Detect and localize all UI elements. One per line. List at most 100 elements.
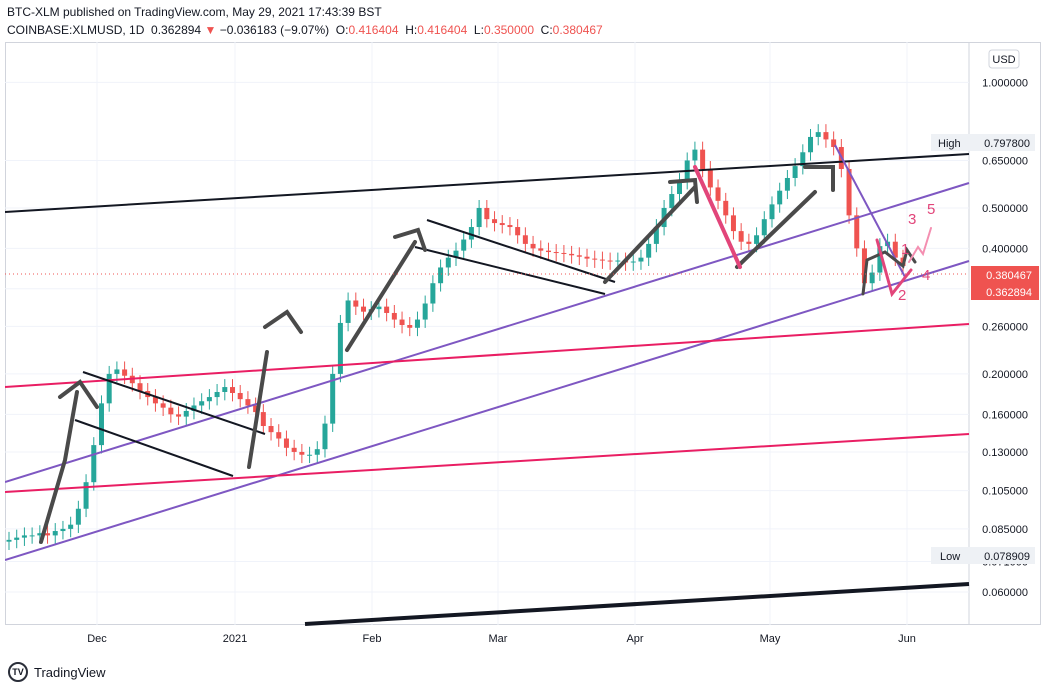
candle-body bbox=[222, 387, 228, 392]
candle-body bbox=[653, 227, 659, 244]
candle-body bbox=[438, 267, 444, 284]
arrow-2-head bbox=[263, 309, 303, 334]
arrow-3-head bbox=[393, 227, 427, 252]
candle-body bbox=[476, 207, 482, 228]
price-axis[interactable]: 1.0000000.6500000.5000000.4000000.320000… bbox=[982, 77, 1028, 599]
candle-body bbox=[599, 259, 605, 261]
candle-body bbox=[407, 325, 413, 328]
last-price: 0.362894 bbox=[151, 23, 202, 37]
high-label-text: High bbox=[938, 138, 961, 150]
candle-body bbox=[176, 414, 182, 417]
low-label: L: bbox=[473, 23, 484, 37]
candle-body bbox=[291, 447, 297, 452]
symbol-label[interactable]: COINBASE:XLMUSD, 1D bbox=[7, 23, 145, 37]
upper-black-trendline bbox=[4, 153, 970, 213]
candle-body bbox=[384, 306, 390, 313]
close-label: C: bbox=[540, 23, 553, 37]
x-tick-label: 2021 bbox=[223, 633, 247, 645]
candle-body bbox=[815, 132, 821, 137]
candle-body bbox=[299, 451, 305, 455]
last-price-tag-2-text: 0.362894 bbox=[986, 287, 1032, 299]
purple-descending-line bbox=[834, 144, 906, 278]
y-tick-label: 0.650000 bbox=[982, 155, 1028, 167]
candle-body bbox=[322, 423, 328, 450]
candle-body bbox=[484, 207, 490, 220]
wave-black bbox=[861, 246, 917, 296]
arrow-4 bbox=[603, 185, 697, 284]
channel-bottom-line bbox=[414, 246, 606, 295]
low-value: 0.350000 bbox=[483, 23, 534, 37]
candle-body bbox=[646, 243, 652, 258]
y-tick-label: 0.130000 bbox=[982, 447, 1028, 459]
candle-body bbox=[391, 312, 397, 320]
y-tick-label: 1.000000 bbox=[982, 77, 1028, 89]
candle-body bbox=[283, 438, 289, 448]
y-tick-label: 0.260000 bbox=[982, 321, 1028, 333]
candle-body bbox=[715, 187, 721, 201]
candle-body bbox=[337, 322, 343, 374]
candle-body bbox=[692, 149, 698, 161]
candle-body bbox=[361, 306, 367, 312]
footer: TV TradingView bbox=[8, 662, 106, 682]
candle-body bbox=[808, 136, 814, 153]
high-value-text: 0.797800 bbox=[984, 138, 1030, 150]
candle-body bbox=[507, 225, 513, 228]
chart-frame[interactable]: 1 2 3 4 5 1.000000 0.650000 0.500000 0.4000… bbox=[4, 42, 1041, 682]
purple-channel-upper bbox=[4, 182, 970, 483]
wave-pink-projection bbox=[908, 227, 932, 263]
candle-body bbox=[553, 252, 559, 254]
close-value: 0.380467 bbox=[552, 23, 603, 37]
last-price-tag-2: 0.362894 bbox=[971, 283, 1039, 300]
candle-body bbox=[669, 194, 675, 208]
candle-body bbox=[91, 445, 97, 483]
candle-body bbox=[723, 200, 729, 216]
low-label-text: Low bbox=[940, 551, 960, 563]
x-tick-label: Mar bbox=[489, 633, 508, 645]
candle-body bbox=[792, 166, 798, 178]
candle-body bbox=[399, 319, 405, 326]
candle-body bbox=[784, 177, 790, 191]
candle-body bbox=[492, 219, 498, 224]
pink-drop-1 bbox=[693, 165, 742, 269]
candle-body bbox=[538, 248, 544, 251]
candle-body bbox=[245, 399, 251, 406]
candle-body bbox=[106, 373, 112, 404]
currency-button[interactable]: USD bbox=[988, 49, 1020, 69]
candle-body bbox=[21, 535, 27, 538]
candle-body bbox=[846, 168, 852, 216]
currency-label: USD bbox=[992, 54, 1015, 66]
candles-layer bbox=[6, 124, 906, 551]
purple-channel-lower bbox=[4, 260, 970, 561]
candle-body bbox=[75, 508, 81, 525]
candle-body bbox=[738, 231, 744, 242]
candle-body bbox=[422, 303, 428, 320]
price-chart[interactable]: 1 2 3 4 5 1.000000 0.650000 0.500000 0.4000… bbox=[4, 42, 1041, 662]
candle-body bbox=[314, 449, 320, 455]
x-tick-label: Apr bbox=[626, 633, 643, 645]
candle-body bbox=[152, 397, 158, 404]
candle-body bbox=[892, 241, 898, 258]
brand-label: TradingView bbox=[34, 664, 106, 680]
candle-body bbox=[592, 258, 598, 260]
last-price-tag-1: 0.380467 bbox=[971, 266, 1039, 283]
candle-body bbox=[584, 256, 590, 259]
candle-body bbox=[823, 132, 829, 140]
y-tick-label: 0.200000 bbox=[982, 369, 1028, 381]
candle-body bbox=[677, 181, 682, 195]
candle-body bbox=[638, 257, 644, 262]
last-price-tag-1-text: 0.380467 bbox=[986, 270, 1032, 282]
symbol-ohlc-bar: COINBASE:XLMUSD, 1D 0.362894 ▼ −0.036183… bbox=[7, 23, 603, 37]
candle-body bbox=[14, 537, 20, 540]
drawings-layer: 1 2 3 4 5 bbox=[4, 144, 970, 626]
x-tick-label: Jun bbox=[898, 633, 916, 645]
candle-body bbox=[414, 319, 420, 328]
candle-body bbox=[700, 149, 706, 169]
candle-body bbox=[45, 533, 51, 536]
candle-body bbox=[499, 223, 505, 226]
high-price-label: High 0.797800 bbox=[931, 134, 1035, 151]
candle-body bbox=[52, 531, 58, 536]
time-axis[interactable]: Dec 2021 Feb Mar Apr May Jun bbox=[87, 633, 916, 645]
candle-body bbox=[191, 405, 197, 411]
high-value: 0.416404 bbox=[417, 23, 468, 37]
x-tick-label: May bbox=[760, 633, 781, 645]
